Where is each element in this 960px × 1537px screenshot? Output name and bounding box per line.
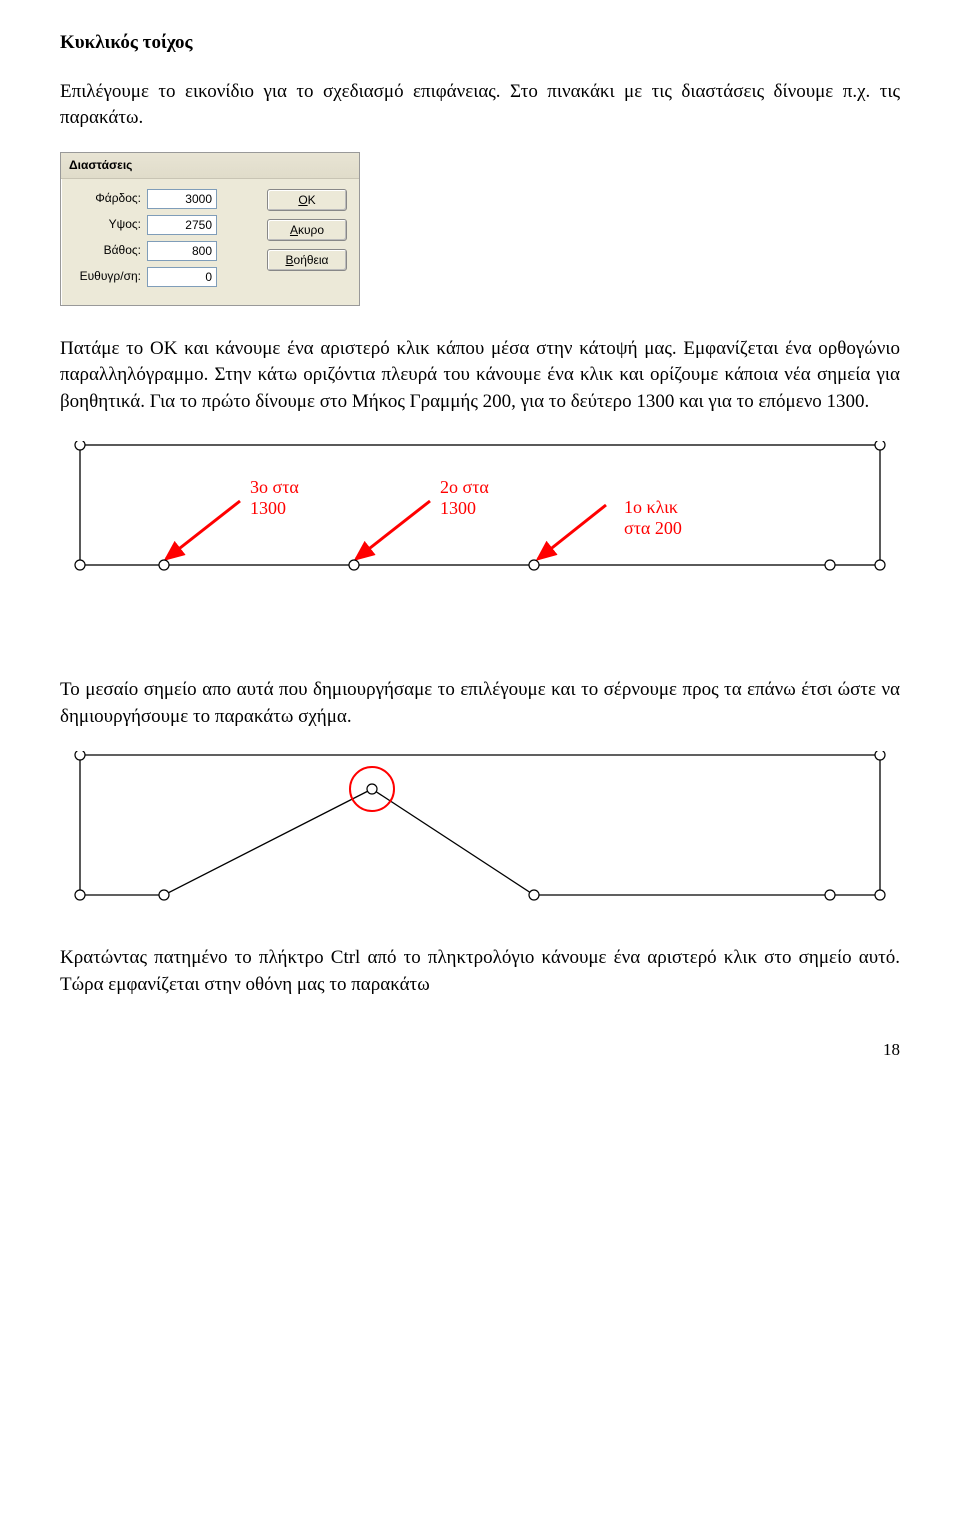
paragraph-3: Το μεσαίο σημείο απο αυτά που δημιουργήσ… bbox=[60, 677, 900, 730]
annotation-3: 3ο στα 1300 bbox=[250, 477, 299, 518]
diagram-2 bbox=[60, 751, 900, 910]
depth-input[interactable] bbox=[147, 241, 217, 261]
width-input[interactable] bbox=[147, 189, 217, 209]
annotation-1: 1ο κλικ στα 200 bbox=[624, 497, 682, 538]
dialog-title: Διαστάσεις bbox=[61, 153, 359, 179]
cancel-button[interactable]: Ακυρο bbox=[267, 219, 347, 241]
align-input[interactable] bbox=[147, 267, 217, 287]
paragraph-2: Πατάμε το ΟΚ και κάνουμε ένα αριστερό κλ… bbox=[60, 336, 900, 416]
dimensions-dialog: Διαστάσεις Φάρδος: Υψος: Βάθος: Ευθυγρ/σ… bbox=[60, 152, 900, 306]
depth-label: Βάθος: bbox=[69, 242, 147, 259]
height-input[interactable] bbox=[147, 215, 217, 235]
page-heading: Κυκλικός τοίχος bbox=[60, 30, 900, 57]
diagram-1: 3ο στα 1300 2ο στα 1300 1ο κλικ στα 200 bbox=[60, 441, 900, 641]
annotation-2: 2ο στα 1300 bbox=[440, 477, 489, 518]
paragraph-1: Επιλέγουμε το εικονίδιο για το σχεδιασμό… bbox=[60, 79, 900, 132]
help-button[interactable]: Βοήθεια bbox=[267, 249, 347, 271]
height-label: Υψος: bbox=[69, 216, 147, 233]
align-label: Ευθυγρ/ση: bbox=[69, 268, 147, 285]
width-label: Φάρδος: bbox=[69, 190, 147, 207]
page-number: 18 bbox=[60, 1038, 900, 1062]
paragraph-4: Κρατώντας πατημένο το πλήκτρο Ctrl από τ… bbox=[60, 945, 900, 998]
ok-button[interactable]: OΚ bbox=[267, 189, 347, 211]
